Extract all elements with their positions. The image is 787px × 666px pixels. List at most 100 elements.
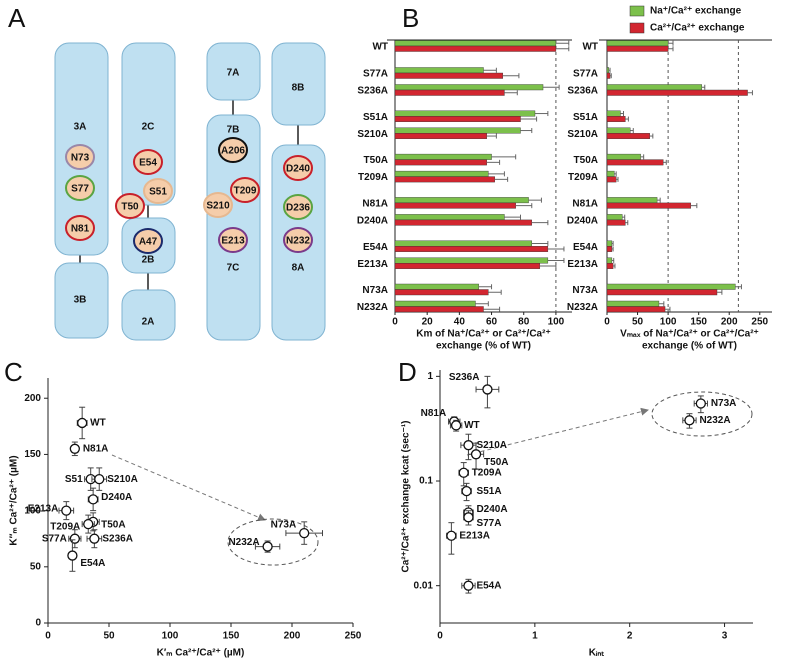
point-label: WT [90, 418, 106, 429]
domain-box [121, 289, 176, 341]
category-label: N73A [362, 285, 388, 296]
bar [606, 170, 615, 177]
x-tick-label: 3 [722, 631, 728, 642]
bar [606, 176, 617, 183]
residue-label: E213 [221, 236, 245, 247]
cluster-ellipse [651, 391, 753, 437]
bar [394, 306, 484, 313]
domain-box [54, 262, 109, 339]
bar [606, 197, 658, 204]
point [69, 533, 80, 544]
point-label: E54A [80, 558, 105, 569]
residue [133, 149, 163, 175]
category-label: T50A [574, 155, 598, 166]
x-tick-label: 0 [604, 317, 610, 328]
bar [606, 67, 610, 74]
bar [606, 257, 613, 264]
point [446, 530, 457, 541]
residue-label: A47 [139, 237, 158, 248]
point-label: N73A [271, 520, 297, 531]
category-label: T209A [568, 172, 598, 183]
residue-label: S210 [206, 201, 230, 212]
x-axis-label: exchange (% of WT) [436, 341, 531, 352]
x-tick-label: 2 [627, 631, 633, 642]
x-tick-label: 60 [486, 317, 498, 328]
bar [606, 133, 650, 140]
x-tick-label: 200 [721, 317, 738, 328]
bar [394, 110, 536, 117]
category-label: E213A [567, 259, 598, 270]
point [69, 443, 80, 454]
bar [606, 153, 641, 160]
x-tick-label: 40 [454, 317, 466, 328]
point [482, 384, 493, 395]
domain-label: 2A [142, 317, 155, 328]
x-tick-label: 150 [690, 317, 707, 328]
point [94, 473, 105, 485]
point-label: N232A [699, 415, 730, 426]
bar [606, 202, 691, 209]
category-label: S236A [357, 86, 388, 97]
domain-label: 3B [74, 295, 87, 306]
category-label: WT [582, 42, 598, 53]
residue-label: N232 [286, 236, 310, 247]
residue [218, 227, 248, 253]
point [83, 518, 94, 530]
category-label: WT [372, 42, 388, 53]
point-label: N232A [228, 537, 259, 548]
residue-label: E54 [139, 158, 157, 169]
point-label: T209A [50, 522, 80, 533]
point [262, 541, 273, 552]
panel-label: D [398, 357, 417, 387]
point-label: S236A [102, 533, 133, 544]
y-tick-label: 0 [35, 618, 41, 629]
category-label: E54A [573, 242, 598, 253]
point [299, 527, 310, 539]
category-label: N232A [357, 302, 388, 313]
domain-label: 3A [74, 122, 87, 133]
category-label: S210A [567, 129, 598, 140]
category-label: N81A [572, 199, 598, 210]
bar [394, 245, 549, 252]
point-label: T50A [101, 519, 125, 530]
domain-box [206, 42, 261, 101]
x-tick-label: 250 [345, 631, 362, 642]
point [458, 467, 469, 478]
bar [606, 300, 660, 307]
bar [394, 84, 544, 91]
category-label: S77A [363, 69, 388, 80]
point-label: N81A [83, 443, 109, 454]
point [470, 449, 482, 460]
point [463, 580, 474, 591]
point [450, 420, 462, 431]
point-label: S210A [107, 474, 138, 485]
bar [394, 133, 487, 140]
category-label: T50A [364, 155, 388, 166]
category-label: T209A [358, 172, 388, 183]
bar [606, 110, 621, 117]
x-tick-label: 0 [392, 317, 398, 328]
bar [394, 283, 479, 290]
arrow [111, 454, 266, 521]
category-label: N73A [572, 285, 598, 296]
residue [65, 215, 95, 241]
residue [283, 227, 313, 253]
residue [65, 144, 95, 170]
bar [394, 72, 504, 79]
residue-label: N73 [71, 153, 90, 164]
bar [606, 289, 718, 296]
point [463, 512, 474, 523]
category-label: E213A [357, 259, 388, 270]
x-axis-label: Vₘₐₓ of Na⁺/Ca²⁺ or Ca²⁺/Ca²⁺ [620, 329, 759, 340]
category-label: D240A [567, 216, 598, 227]
residue-label: D240 [286, 164, 310, 175]
domain-label: 7C [227, 263, 240, 274]
category-label: S210A [357, 129, 388, 140]
bar [606, 283, 736, 290]
bar [394, 45, 557, 52]
y-tick-label: 150 [24, 449, 41, 460]
x-tick-label: 250 [751, 317, 768, 328]
y-tick-label: 50 [30, 561, 42, 572]
residue-label: T209 [234, 186, 257, 197]
bar [394, 127, 521, 134]
